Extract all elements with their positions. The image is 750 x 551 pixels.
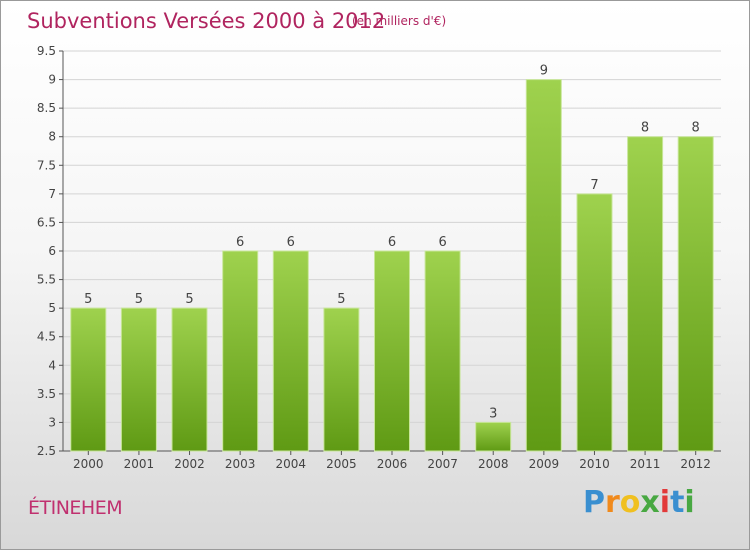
x-tick-label-2012: 2012: [680, 457, 711, 471]
brand-letter: o: [619, 485, 641, 520]
data-label-2004: 6: [287, 235, 295, 250]
data-label-2008: 3: [489, 406, 497, 421]
bars: [70, 79, 714, 452]
y-tick-label: 4: [48, 358, 56, 372]
y-tick-label: 3: [48, 415, 56, 429]
y-tick-label: 8.5: [37, 101, 56, 115]
data-label-2007: 6: [438, 235, 446, 250]
data-label-2003: 6: [236, 235, 244, 250]
y-tick-label: 5: [48, 301, 56, 315]
data-label-2010: 7: [590, 178, 598, 193]
bar-2002: [171, 307, 208, 452]
bar-2001: [120, 307, 157, 452]
data-label-2009: 9: [540, 64, 548, 79]
x-tick-label-2003: 2003: [225, 457, 256, 471]
y-tick-label: 7: [48, 187, 56, 201]
bar-2003: [222, 250, 259, 452]
chart-title: Subventions Versées 2000 à 2012: [27, 9, 386, 33]
brand-letter: x: [640, 485, 660, 520]
data-label-2006: 6: [388, 235, 396, 250]
x-tick-label-2000: 2000: [73, 457, 104, 471]
y-tick-label: 3.5: [37, 387, 56, 401]
data-label-2001: 5: [135, 292, 143, 307]
brand-letter: i: [659, 485, 671, 520]
y-tick-labels: 2.5 3 3.5 4 4.5 5 5.5 6 6.5 7 7.5 8 8.5 9 9.5: [37, 44, 63, 458]
data-label-2012: 8: [692, 121, 700, 136]
brand-logo: Proxiti: [583, 485, 695, 520]
y-tick-label: 7.5: [37, 158, 56, 172]
y-tick-label: 6: [48, 244, 56, 258]
brand-letter: P: [583, 485, 605, 520]
x-tick-label-2007: 2007: [427, 457, 458, 471]
brand-letter: t: [670, 485, 685, 520]
bar-2010: [576, 193, 613, 452]
bar-2005: [323, 307, 360, 452]
location-name: ÉTINEHEM: [28, 497, 123, 519]
data-labels: 5 5 5 6 6 5 6 6 3 9 7 8 8: [84, 64, 700, 422]
x-tick-label-2002: 2002: [174, 457, 205, 471]
bar-2011: [627, 136, 664, 452]
y-tick-label: 8: [48, 130, 56, 144]
bar-2006: [374, 250, 410, 452]
y-tick-label: 4.5: [37, 330, 56, 344]
chart-subtitle: (en milliers d'€): [352, 14, 447, 28]
x-tick-label-2009: 2009: [529, 457, 560, 471]
bar-2007: [424, 250, 461, 452]
data-label-2011: 8: [641, 121, 649, 136]
bar-2009: [525, 79, 562, 452]
data-label-2000: 5: [84, 292, 92, 307]
y-tick-label: 5.5: [37, 273, 56, 287]
y-tick-label: 9.5: [37, 44, 56, 58]
bar-2004: [272, 250, 309, 452]
brand-letter: i: [684, 485, 695, 520]
y-tick-label: 9: [48, 73, 56, 87]
y-tick-label: 6.5: [37, 215, 56, 229]
x-tick-label-2004: 2004: [275, 457, 306, 471]
x-tick-label-2008: 2008: [478, 457, 509, 471]
bar-2012: [677, 136, 714, 452]
x-tick-label-2006: 2006: [377, 457, 408, 471]
x-tick-label-2011: 2011: [630, 457, 661, 471]
brand-letter: r: [605, 485, 620, 520]
data-label-2002: 5: [185, 292, 193, 307]
x-tick-label-2001: 2001: [124, 457, 155, 471]
y-tick-label: 2.5: [37, 444, 56, 458]
x-tick-labels: 2000 2001 2002 2003 2004 2005 2006 2007 2008 2009…: [73, 451, 711, 471]
bar-2000: [70, 307, 107, 452]
bar-2008: [475, 421, 512, 452]
x-tick-label-2005: 2005: [326, 457, 357, 471]
x-tick-label-2010: 2010: [579, 457, 610, 471]
data-label-2005: 5: [337, 292, 345, 307]
